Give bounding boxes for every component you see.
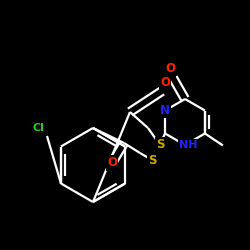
Text: O: O: [107, 156, 117, 170]
Text: O: O: [160, 76, 170, 88]
Text: NH: NH: [179, 140, 197, 150]
Text: S: S: [148, 154, 156, 166]
Text: S: S: [156, 138, 164, 151]
Text: N: N: [160, 104, 170, 117]
Text: Cl: Cl: [32, 123, 44, 133]
Text: O: O: [165, 62, 175, 76]
